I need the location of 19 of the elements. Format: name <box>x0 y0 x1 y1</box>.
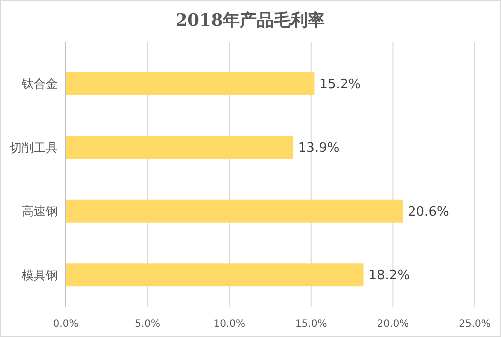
x-tick-label: 5.0% <box>135 319 161 330</box>
x-tick-label: 25.0% <box>459 319 491 330</box>
bar <box>66 264 364 287</box>
chart-title: 2018年产品毛利率 <box>176 11 326 31</box>
y-tick-label: 钛合金 <box>21 77 58 92</box>
y-tick-label: 切削工具 <box>10 140 58 155</box>
data-label: 18.2% <box>368 268 410 284</box>
x-tick-label: 20.0% <box>377 319 410 330</box>
y-tick-label: 高速钢 <box>22 204 58 219</box>
data-label: 20.6% <box>408 204 450 220</box>
bar <box>66 72 315 96</box>
y-tick-label: 模具钢 <box>22 268 58 282</box>
x-tick-label: 15.0% <box>296 319 328 330</box>
x-tick-label: 10.0% <box>214 319 246 330</box>
data-label: 15.2% <box>320 77 361 92</box>
x-tick-label: 0.0% <box>53 319 79 330</box>
bar <box>66 136 294 160</box>
bar <box>66 200 404 223</box>
data-label: 13.9% <box>298 141 340 156</box>
